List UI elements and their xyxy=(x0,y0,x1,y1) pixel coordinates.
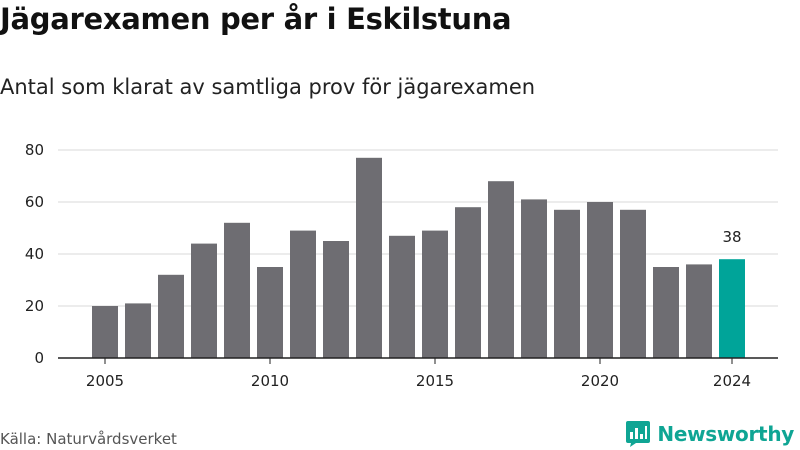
x-tick-label: 2024 xyxy=(713,372,751,390)
bar-2024 xyxy=(719,259,745,358)
brand-name: Newsworthy xyxy=(657,422,794,446)
bar-2022 xyxy=(653,267,679,358)
bar-chart: 0 20 40 60 80 2005 2010 2015 2020 2024 38 xyxy=(25,141,778,390)
y-tick-label: 0 xyxy=(34,349,44,367)
brand-logo: Newsworthy xyxy=(625,420,794,448)
x-tick-label: 2015 xyxy=(416,372,454,390)
bar-2013 xyxy=(356,157,382,358)
bar-2020 xyxy=(587,202,613,358)
x-tick-label: 2010 xyxy=(251,372,289,390)
y-tick-label: 20 xyxy=(25,297,44,315)
bar-2019 xyxy=(554,209,580,358)
source-note: Källa: Naturvårdsverket xyxy=(0,430,177,448)
bar-2005 xyxy=(92,306,118,358)
bar-2008 xyxy=(191,243,217,358)
bar-2016 xyxy=(455,207,481,358)
bar-2012 xyxy=(323,241,349,358)
data-label: 38 xyxy=(722,228,741,246)
bar-2010 xyxy=(257,267,283,358)
bar-2021 xyxy=(620,209,646,358)
x-tick-label: 2005 xyxy=(86,372,124,390)
y-tick-label: 80 xyxy=(25,141,44,159)
bar-2007 xyxy=(158,274,184,358)
bar-2023 xyxy=(686,264,712,358)
bar-2015 xyxy=(422,230,448,358)
bar-2014 xyxy=(389,235,415,358)
y-tick-label: 60 xyxy=(25,193,44,211)
x-tick-label: 2020 xyxy=(581,372,619,390)
bar-2018 xyxy=(521,199,547,358)
chart-subtitle: Antal som klarat av samtliga prov för jä… xyxy=(0,75,536,99)
bar-chart-logo-icon xyxy=(626,421,651,447)
bar-2017 xyxy=(488,181,514,358)
bar-2009 xyxy=(224,222,250,358)
bar-2011 xyxy=(290,230,316,358)
chart-title: Jägarexamen per år i Eskilstuna xyxy=(0,2,512,36)
y-tick-label: 40 xyxy=(25,245,44,263)
bar-2006 xyxy=(125,303,151,358)
